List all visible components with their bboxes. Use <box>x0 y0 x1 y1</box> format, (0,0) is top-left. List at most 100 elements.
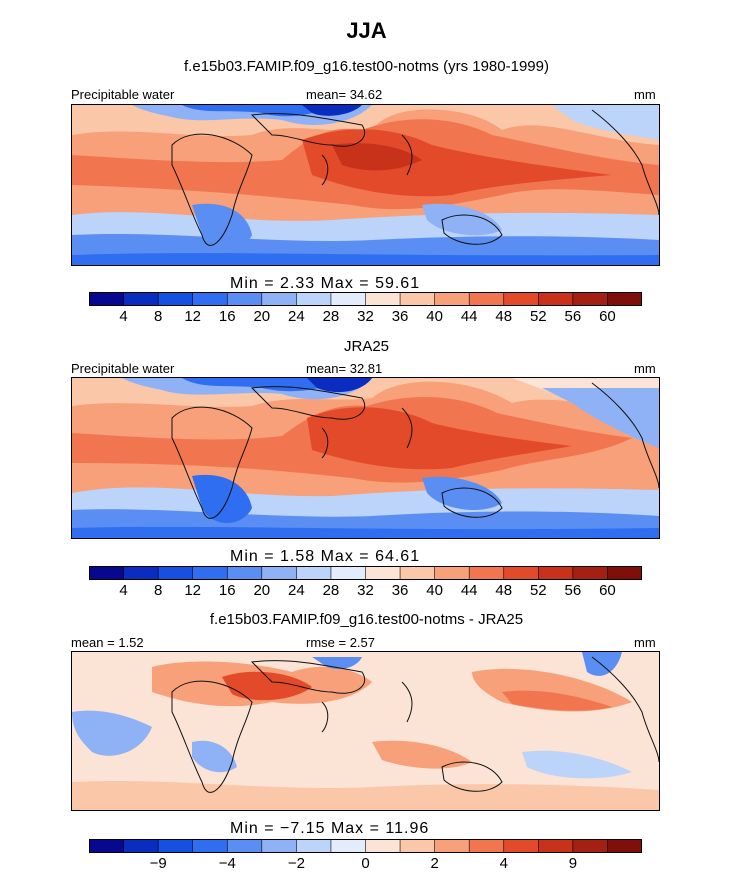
panel-3-field <box>72 652 659 810</box>
colorbar-tick-label: 44 <box>460 582 478 599</box>
colorbar-swatch <box>572 566 608 580</box>
colorbar-swatch <box>158 839 194 853</box>
colorbar-swatch <box>158 292 194 306</box>
panel-1-units-label: mm <box>634 87 656 102</box>
panel-3-title: f.e15b03.FAMIP.f09_g16.test00-notms - JR… <box>209 611 524 628</box>
colorbar-swatch <box>607 566 642 580</box>
colorbar-tick-label: −4 <box>218 855 236 872</box>
colorbar-swatch <box>296 566 332 580</box>
colorbar-swatch <box>538 839 574 853</box>
panel-2-variable-label: Precipitable water <box>71 361 175 376</box>
colorbar-tick-label: 28 <box>322 582 340 599</box>
colorbar-tick-label: 56 <box>564 308 582 325</box>
colorbar-swatch <box>158 566 194 580</box>
colorbar-swatch <box>89 839 125 853</box>
colorbar-tick-label: 48 <box>495 308 513 325</box>
figure-title: JJA <box>346 18 387 43</box>
colorbar-swatch <box>469 566 505 580</box>
panel-1-variable-label: Precipitable water <box>71 87 175 102</box>
colorbar-tick-label: 0 <box>361 855 370 872</box>
panel-2-field <box>72 378 659 538</box>
colorbar-swatch <box>365 839 401 853</box>
colorbar-tick-label: 24 <box>288 582 305 599</box>
colorbar-tick-label: 2 <box>430 855 439 872</box>
colorbar-swatch <box>572 839 608 853</box>
colorbar-swatch <box>434 292 470 306</box>
panel-2-map <box>71 377 660 539</box>
colorbar-swatch <box>503 839 539 853</box>
colorbar-tick-label: 52 <box>529 582 547 599</box>
panel-3-colorbar <box>89 839 642 853</box>
colorbar-swatch <box>296 292 332 306</box>
colorbar-tick-label: −2 <box>287 855 305 872</box>
colorbar-swatch <box>365 566 401 580</box>
panel-2-mean-label: mean= 32.81 <box>306 361 383 376</box>
colorbar-tick-label: 12 <box>184 582 202 599</box>
panel-3-min-max: Min = −7.15 Max = 11.96 <box>230 820 430 837</box>
panel-1-min-max: Min = 2.33 Max = 59.61 <box>230 275 421 292</box>
colorbar-swatch <box>572 292 608 306</box>
colorbar-swatch <box>538 292 574 306</box>
colorbar-tick-label: 48 <box>495 582 513 599</box>
colorbar-tick-label: 60 <box>599 582 616 599</box>
colorbar-swatch <box>261 839 297 853</box>
colorbar-swatch <box>434 839 470 853</box>
colorbar-tick-label: −9 <box>149 855 167 872</box>
colorbar-swatch <box>469 292 505 306</box>
colorbar-tick-label: 36 <box>391 308 409 325</box>
colorbar-tick-label: 16 <box>218 582 236 599</box>
colorbar-tick-label: 32 <box>357 582 374 599</box>
colorbar-swatch <box>538 566 574 580</box>
colorbar-swatch <box>469 839 505 853</box>
colorbar-swatch <box>607 292 642 306</box>
panel-2-colorbar <box>89 566 642 580</box>
colorbar-tick-label: 32 <box>357 308 374 325</box>
panel-1-field <box>72 105 659 265</box>
colorbar-swatch <box>330 566 366 580</box>
colorbar-tick-label: 4 <box>119 582 128 599</box>
panel-1-title: f.e15b03.FAMIP.f09_g16.test00-notms (yrs… <box>184 58 549 75</box>
colorbar-tick-label: 8 <box>153 582 163 599</box>
colorbar-swatch <box>400 566 436 580</box>
colorbar-tick-label: 8 <box>153 308 163 325</box>
panel-2-min-max: Min = 1.58 Max = 64.61 <box>230 548 421 565</box>
colorbar-tick-label: 36 <box>391 582 409 599</box>
panel-1-mean-label: mean= 34.62 <box>306 87 383 102</box>
panel-3-rmse-label: rmse = 2.57 <box>306 635 376 650</box>
colorbar-swatch <box>330 292 366 306</box>
colorbar-tick-label: 52 <box>529 308 547 325</box>
colorbar-swatch <box>227 566 263 580</box>
colorbar-swatch <box>400 839 436 853</box>
colorbar-tick-label: 4 <box>499 855 508 872</box>
colorbar-swatch <box>192 566 228 580</box>
colorbar-swatch <box>503 292 539 306</box>
colorbar-tick-label: 16 <box>218 308 236 325</box>
colorbar-swatch <box>89 292 125 306</box>
colorbar-swatch <box>227 292 263 306</box>
panel-1-map <box>71 104 660 266</box>
colorbar-swatch <box>192 839 228 853</box>
colorbar-tick-label: 40 <box>426 308 443 325</box>
colorbar-swatch <box>434 566 470 580</box>
colorbar-tick-label: 40 <box>426 582 443 599</box>
colorbar-tick-label: 12 <box>184 308 202 325</box>
colorbar-swatch <box>261 566 297 580</box>
colorbar-swatch <box>89 566 125 580</box>
colorbar-swatch <box>503 566 539 580</box>
colorbar-swatch <box>123 839 159 853</box>
panel-2-title: JRA25 <box>343 338 390 355</box>
colorbar-tick-label: 4 <box>119 308 128 325</box>
colorbar-swatch <box>227 839 263 853</box>
colorbar-tick-label: 9 <box>568 855 578 872</box>
colorbar-tick-label: 60 <box>599 308 616 325</box>
panel-1-colorbar <box>89 292 642 306</box>
colorbar-tick-label: 20 <box>253 308 271 325</box>
colorbar-swatch <box>192 292 228 306</box>
colorbar-swatch <box>330 839 366 853</box>
colorbar-tick-label: 56 <box>564 582 582 599</box>
colorbar-swatch <box>365 292 401 306</box>
colorbar-tick-label: 28 <box>322 308 340 325</box>
colorbar-swatch <box>607 839 642 853</box>
colorbar-swatch <box>400 292 436 306</box>
colorbar-tick-label: 44 <box>460 308 478 325</box>
